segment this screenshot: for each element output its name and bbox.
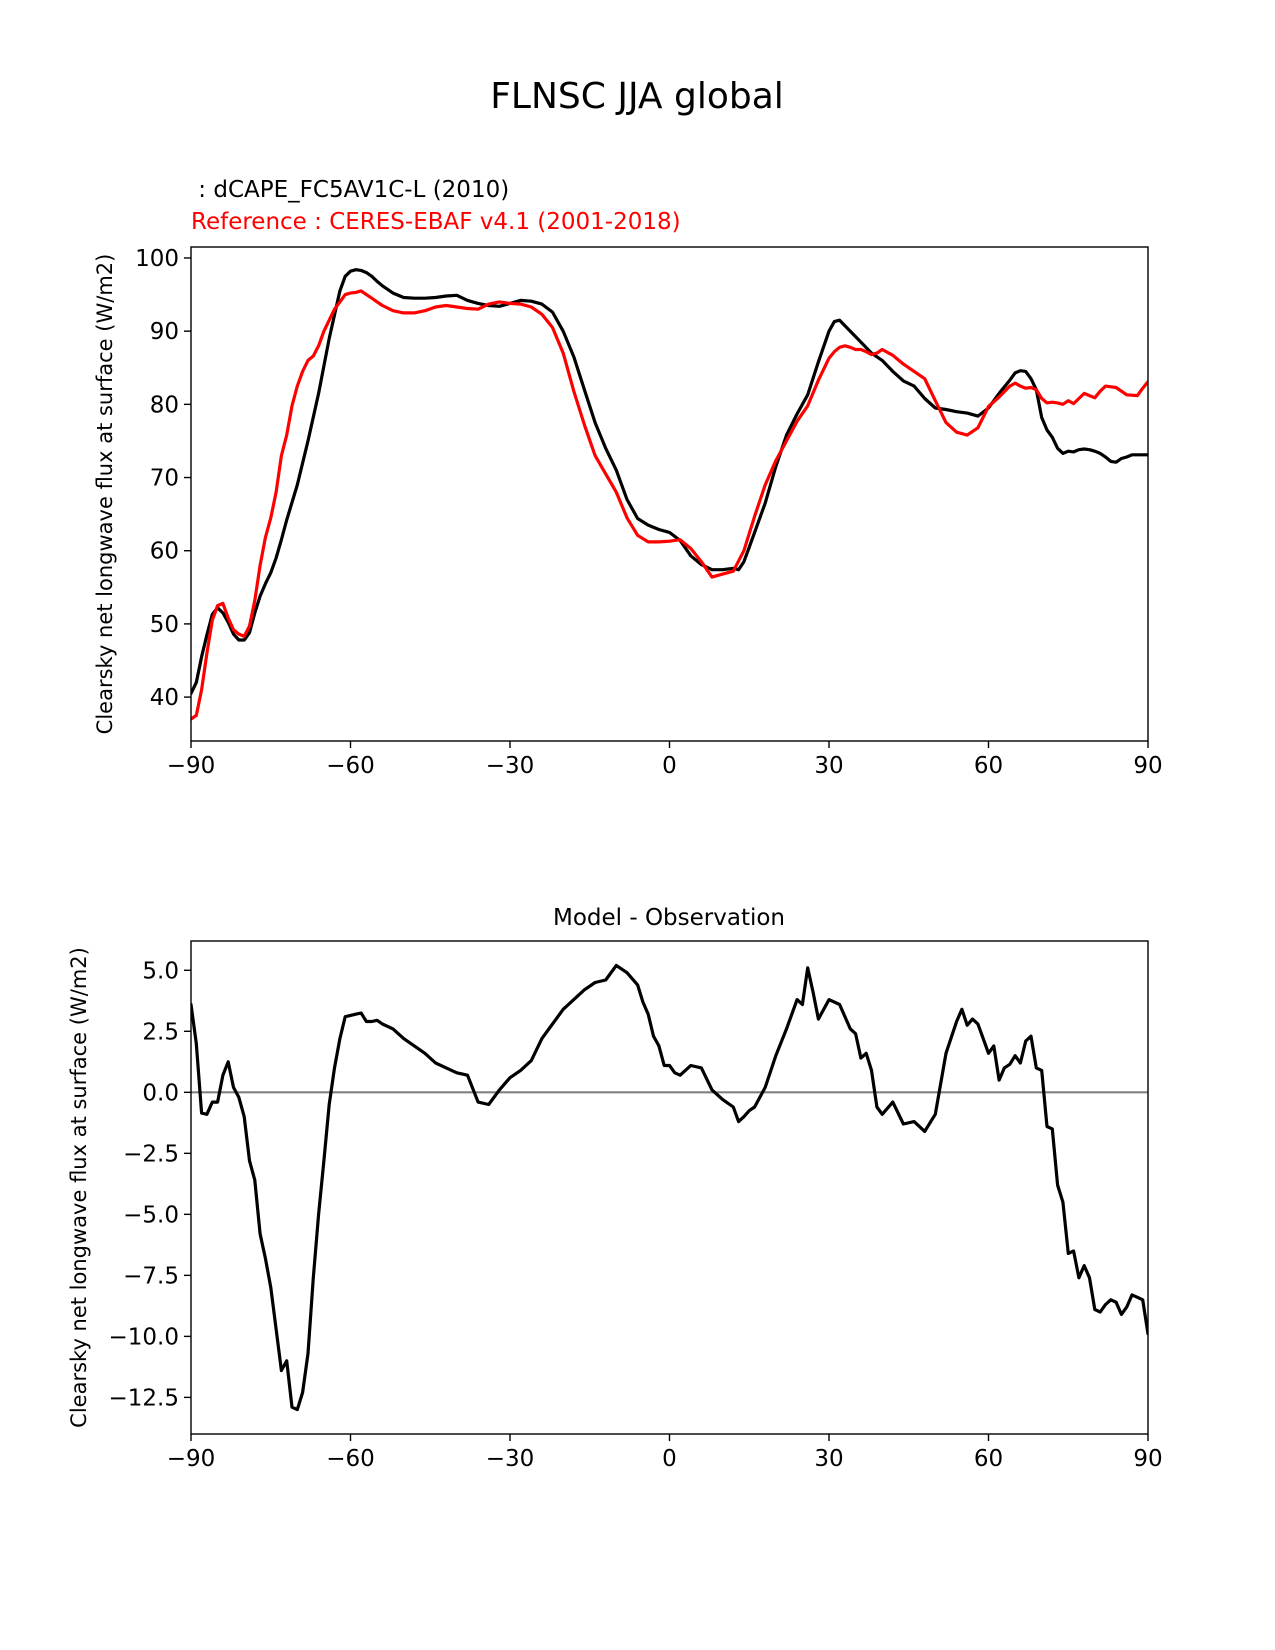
y-tick-label: −7.5 [123, 1263, 179, 1289]
x-tick-label: −30 [486, 753, 535, 779]
y-tick-label: 70 [150, 466, 179, 492]
x-tick-label: −30 [486, 1446, 535, 1472]
x-tick-label: −90 [167, 753, 216, 779]
y-tick-label: −5.0 [123, 1202, 179, 1228]
diff-title: Model - Observation [553, 905, 785, 931]
figure-title: FLNSC JJA global [490, 76, 784, 117]
y-tick-label: 2.5 [142, 1019, 179, 1045]
y-axis-label: Clearsky net longwave flux at surface (W… [93, 254, 117, 735]
y-tick-label: 50 [150, 612, 179, 638]
x-tick-label: 60 [974, 1446, 1003, 1472]
series-line-1 [191, 289, 1148, 721]
y-tick-label: 40 [150, 685, 179, 711]
y-tick-label: 5.0 [142, 958, 179, 984]
x-tick-label: 30 [814, 1446, 843, 1472]
reference-title: Reference : CERES-EBAF v4.1 (2001-2018) [191, 209, 681, 235]
x-tick-label: 90 [1133, 1446, 1162, 1472]
y-tick-label: 60 [150, 539, 179, 565]
y-axis-label: Clearsky net longwave flux at surface (W… [67, 947, 91, 1428]
y-tick-label: 0.0 [142, 1080, 179, 1106]
test-title: : dCAPE_FC5AV1C-L (2010) [191, 177, 509, 203]
x-tick-label: 0 [662, 753, 677, 779]
bottom-line-chart: −90 −60 −30 0 30 60 90 5.0 2.5 0.0 −2.5 −5.0 −7.5 −10… [67, 940, 1163, 1472]
x-tick-label: −60 [326, 1446, 375, 1472]
x-tick-label: 90 [1133, 753, 1162, 779]
series-line-0 [191, 963, 1148, 1412]
x-tick-label: −90 [167, 1446, 216, 1472]
y-tick-label: −2.5 [123, 1141, 179, 1167]
top-line-chart: −90 −60 −30 0 30 60 90 40 50 60 70 80 90 100 Clearsky … [93, 246, 1163, 779]
series-line-0 [191, 268, 1148, 695]
x-tick-label: 0 [662, 1446, 677, 1472]
y-tick-label: 80 [150, 392, 179, 418]
y-tick-label: −12.5 [109, 1385, 179, 1411]
y-tick-label: 100 [135, 246, 179, 272]
plot-frame [190, 940, 1149, 1435]
y-tick-label: 90 [150, 319, 179, 345]
x-tick-label: 30 [814, 753, 843, 779]
x-tick-label: 60 [974, 753, 1003, 779]
y-tick-label: −10.0 [109, 1324, 179, 1350]
x-tick-label: −60 [326, 753, 375, 779]
